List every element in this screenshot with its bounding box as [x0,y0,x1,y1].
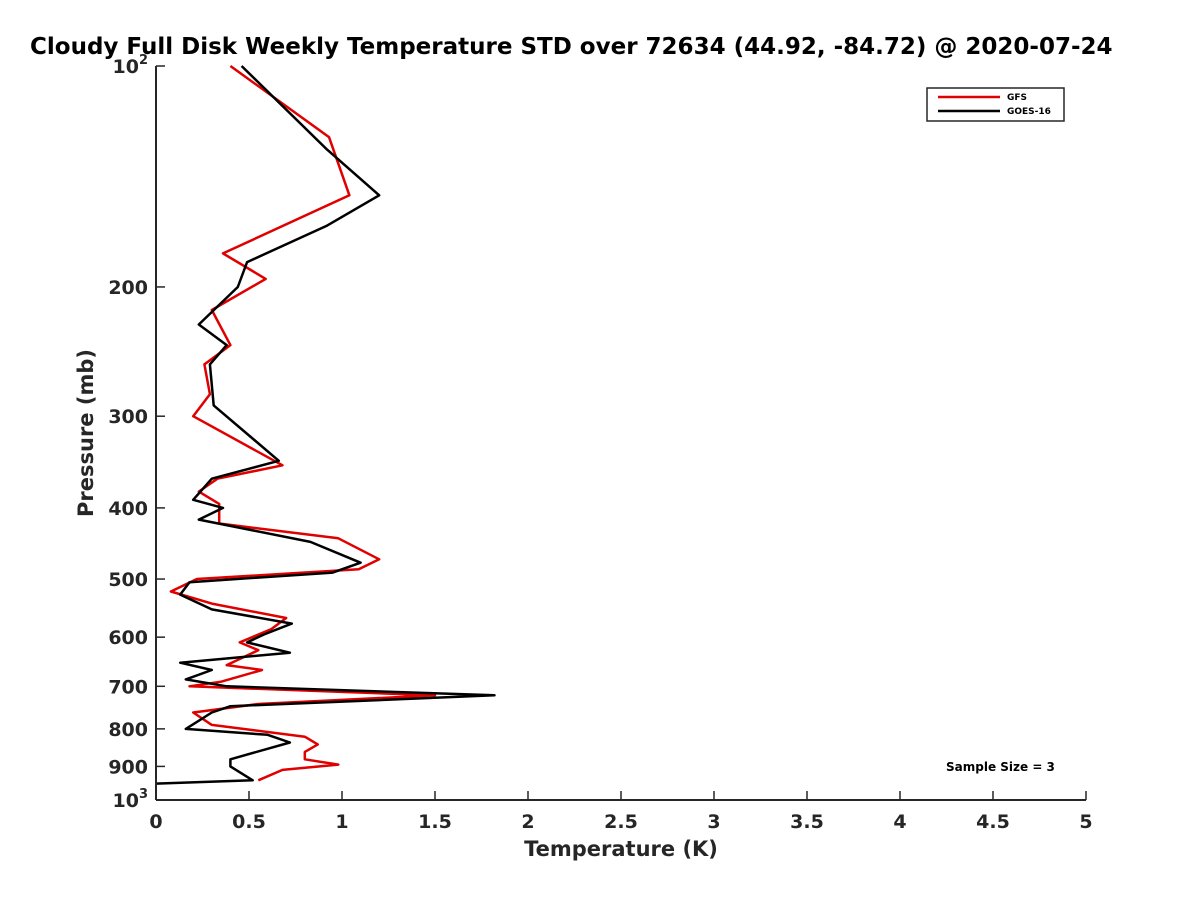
x-ticks: 0 0.5 1 1.5 2 2.5 3 3.5 4 4.5 5 [149,791,1093,833]
y-tick-label: 400 [108,498,148,520]
x-tick-label: 3.5 [790,811,824,833]
y-tick-label: 500 [108,569,148,591]
x-tick-label: 4.5 [976,811,1010,833]
y-tick-label: 102 [113,53,149,78]
legend-label-gfs: GFS [1007,93,1027,103]
x-tick-label: 3 [707,811,720,833]
x-tick-label: 0.5 [232,811,266,833]
y-tick-label: 700 [108,676,148,698]
x-tick-label: 5 [1079,811,1092,833]
sample-size-annotation: Sample Size = 3 [946,760,1055,774]
y-tick-label: 600 [108,627,148,649]
series-layer [155,64,496,785]
x-tick-label: 2.5 [604,811,638,833]
y-tick-label: 103 [113,787,149,812]
series-line-goes16 [155,65,496,785]
x-tick-label: 2 [521,811,534,833]
legend-box [926,87,1065,122]
x-tick-label: 0 [149,811,162,833]
x-tick-label: 1 [335,811,348,833]
y-tick-label: 900 [108,756,148,778]
y-tick-label: 800 [108,719,148,741]
x-axis-label: Temperature (K) [524,837,718,861]
legend: GFS GOES-16 [926,87,1065,122]
y-tick-label: 300 [108,406,148,428]
legend-label-goes16: GOES-16 [1007,107,1051,117]
y-axis-label: Pressure (mb) [74,349,98,517]
x-tick-label: 4 [893,811,906,833]
chart-title: Cloudy Full Disk Weekly Temperature STD … [30,34,1113,60]
x-tick-label: 1.5 [418,811,452,833]
y-ticks: 102 200 300 400 500 600 700 800 900 103 [108,53,165,812]
y-tick-label: 200 [108,277,148,299]
